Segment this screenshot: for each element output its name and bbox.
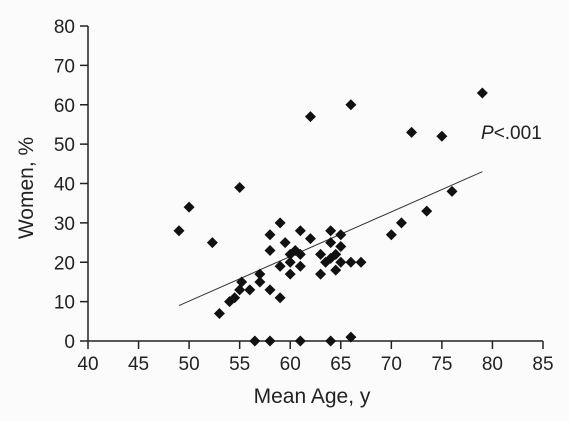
data-point — [264, 229, 276, 241]
data-point — [234, 181, 246, 193]
x-tick-label: 60 — [280, 354, 301, 375]
data-point — [446, 185, 458, 197]
data-point — [183, 201, 195, 213]
data-point — [330, 264, 342, 276]
data-point — [274, 217, 286, 229]
data-point — [335, 256, 347, 268]
data-points — [173, 87, 488, 347]
x-tick-label: 50 — [179, 354, 200, 375]
data-point — [335, 241, 347, 252]
x-tick-label: 55 — [229, 354, 250, 375]
x-tick-label: 70 — [381, 354, 402, 375]
y-tick-label: 10 — [54, 293, 75, 314]
data-point — [206, 237, 218, 249]
data-point — [236, 276, 248, 288]
p-value-annotation: P<.001 — [481, 123, 542, 144]
data-point — [345, 331, 357, 343]
data-point — [304, 233, 316, 245]
p-value-prefix: P — [481, 123, 494, 144]
data-point — [294, 260, 306, 272]
data-point — [436, 130, 448, 142]
data-point — [421, 205, 433, 217]
x-tick-label: 40 — [77, 354, 98, 375]
x-axis: 40 45 50 55 60 65 70 75 80 85 — [77, 340, 554, 375]
y-tick-label: 30 — [54, 214, 75, 235]
y-tick-label: 0 — [64, 332, 75, 353]
data-point — [476, 87, 488, 99]
data-point — [294, 248, 306, 260]
data-point — [274, 292, 286, 304]
data-point — [345, 99, 357, 111]
data-point — [325, 225, 337, 237]
data-point — [254, 268, 266, 280]
y-tick-label: 40 — [54, 175, 75, 196]
data-point — [284, 256, 296, 268]
data-point — [244, 284, 256, 296]
x-tick-label: 45 — [128, 354, 149, 375]
data-point — [406, 126, 418, 138]
data-point — [249, 335, 261, 347]
y-axis-label: Women, % — [15, 137, 38, 239]
x-tick-label: 85 — [532, 354, 553, 375]
data-point — [335, 229, 347, 241]
data-point — [264, 244, 276, 256]
data-point — [213, 307, 225, 319]
data-point — [279, 237, 291, 249]
y-tick-label: 20 — [54, 253, 75, 274]
data-point — [264, 284, 276, 296]
x-tick-label: 65 — [330, 354, 351, 375]
data-point — [304, 111, 316, 123]
data-point — [325, 237, 337, 249]
data-point — [315, 268, 327, 280]
data-point — [385, 229, 397, 241]
p-value-text: <.001 — [494, 123, 542, 144]
data-point — [229, 292, 241, 304]
data-point — [315, 248, 327, 260]
data-point — [325, 335, 337, 347]
data-point — [274, 260, 286, 272]
x-tick-label: 80 — [482, 354, 503, 375]
data-point — [234, 284, 246, 296]
y-tick-label: 60 — [54, 96, 75, 117]
data-point — [355, 256, 367, 268]
data-point — [345, 256, 357, 268]
y-tick-label: 70 — [54, 56, 75, 77]
data-point — [254, 276, 266, 288]
y-tick-label: 50 — [54, 135, 75, 156]
x-axis-label: Mean Age, y — [254, 385, 371, 408]
data-point — [330, 248, 342, 260]
x-tick-label: 75 — [431, 354, 452, 375]
data-point — [294, 225, 306, 237]
data-point — [294, 335, 306, 347]
y-axis: 0 10 20 30 40 50 60 70 80 — [54, 17, 89, 353]
y-tick-label: 80 — [54, 17, 75, 38]
data-point — [264, 335, 276, 347]
data-point — [173, 225, 185, 237]
data-point — [395, 217, 407, 229]
data-point — [284, 268, 296, 280]
